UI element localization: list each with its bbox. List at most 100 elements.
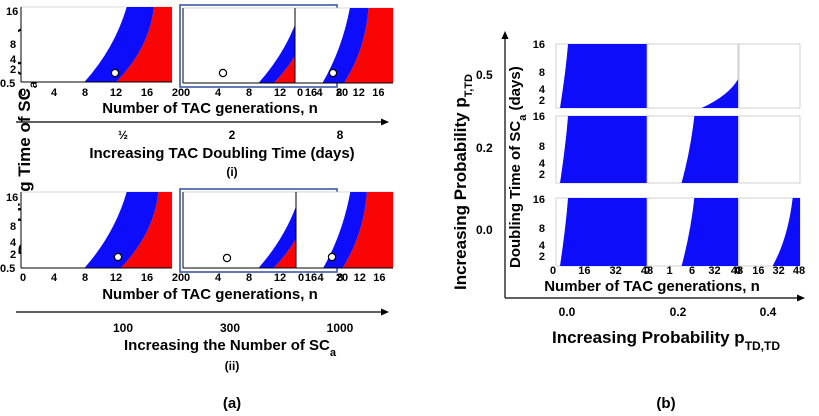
blue-region — [772, 198, 800, 266]
red-region — [116, 7, 172, 82]
panel-b-xlabel: Number of TAC generations, n — [544, 278, 760, 295]
row-ii-arrow-tick: 300 — [220, 321, 240, 335]
blue-region — [701, 79, 738, 108]
x-tick: 4 — [215, 272, 222, 284]
row-ii-xlabel: Number of TAC generations, n — [102, 286, 318, 303]
panel-a-caption: (a) — [223, 395, 241, 412]
y-tick: 4 — [539, 84, 546, 96]
panel-b-caption: (b) — [656, 395, 675, 412]
row-i-y-ticks: 16 8 4 2 0.5 — [0, 6, 18, 90]
blue-region — [84, 192, 159, 268]
x-tick: 48 — [641, 265, 653, 277]
y-tick: 2 — [539, 95, 545, 107]
row-value: 0.0 — [476, 223, 493, 237]
panel-b-x-arrow — [797, 294, 805, 302]
x-tick: 16 — [305, 272, 317, 284]
y-tick: 16 — [533, 194, 545, 206]
x-tick: 0 — [298, 272, 304, 284]
col-value: 0.4 — [760, 305, 777, 319]
x-tick: 0 — [297, 87, 303, 99]
marker-dot — [222, 253, 232, 263]
x-tick: 32 — [773, 265, 785, 277]
blue-region — [560, 116, 650, 183]
blue-region — [560, 44, 650, 108]
row-i-x-ticks: 0 4 8 12 16 20 0 4 8 12 16 200 4 8 12 16 — [20, 87, 385, 99]
red-region — [342, 192, 393, 268]
x-tick: 12 — [353, 87, 365, 99]
y-tick: 8 — [539, 141, 545, 153]
y-tick: 16 — [533, 111, 545, 123]
x-tick: 32 — [708, 265, 720, 277]
panel-a-row-i-plots — [20, 4, 394, 88]
row-ii-arrow-head — [381, 308, 389, 316]
x-tick: 16 — [305, 87, 317, 99]
panel-b-bottom-label: Increasing Probability pTD,TD — [552, 328, 780, 353]
y-tick: 8 — [10, 221, 16, 233]
row-i-arrow-head — [381, 118, 389, 126]
row-ii-x-ticks: 0 4 8 12 16 20 0 4 8 12 16 200 4 8 12 16 — [20, 272, 386, 284]
marker-dot — [327, 252, 337, 262]
marker-dot — [218, 68, 228, 78]
x-tick: 16 — [141, 87, 153, 99]
x-tick: 1 — [666, 265, 672, 277]
x-tick: 16 — [373, 272, 385, 284]
x-tick: 8 — [336, 87, 342, 99]
x-tick: 12 — [274, 87, 286, 99]
x-tick: 16 — [372, 87, 384, 99]
y-tick: 0.5 — [0, 263, 15, 275]
row-ii-roman: (ii) — [225, 359, 240, 373]
y-tick: 8 — [10, 39, 16, 51]
x-tick: 4 — [317, 87, 324, 99]
x-tick: 4 — [215, 87, 222, 99]
x-tick: 12 — [110, 272, 122, 284]
row-i-arrow-tick: 8 — [337, 128, 344, 142]
row-value: 0.5 — [476, 68, 493, 82]
y-tick: 16 — [533, 39, 545, 51]
x-tick: 0 — [20, 272, 26, 284]
red-region — [120, 192, 172, 268]
row-i-arrow-tick: 2 — [229, 128, 236, 142]
x-tick: 4 — [51, 272, 58, 284]
x-tick: 16 — [752, 265, 764, 277]
x-tick: 0 — [550, 265, 556, 277]
panel-a-row-ii-plots — [20, 188, 394, 273]
blue-region — [681, 198, 738, 266]
row-ii-y-ticks: 16 8 4 2 0.5 — [0, 192, 18, 275]
x-tick: 8 — [246, 272, 252, 284]
col-value: 0.2 — [670, 305, 687, 319]
y-tick: 2 — [539, 169, 545, 181]
blue-region — [560, 198, 650, 266]
blue-region — [84, 7, 154, 82]
blue-region — [323, 192, 367, 268]
x-tick: 0 — [184, 87, 190, 99]
x-tick: 20 — [172, 272, 184, 284]
x-tick: 20 — [336, 272, 348, 284]
y-tick: 4 — [10, 237, 17, 249]
col-value: 0.0 — [559, 305, 576, 319]
red-region — [344, 8, 393, 83]
marker-dot — [113, 252, 123, 262]
x-tick: 8 — [246, 87, 252, 99]
row-i-arrow-tick: ½ — [118, 128, 128, 142]
y-tick: 4 — [10, 54, 17, 66]
x-tick: 4 — [51, 87, 58, 99]
x-tick: 48 — [731, 265, 743, 277]
row-i-xlabel: Number of TAC generations, n — [102, 100, 318, 117]
row-i-roman: (i) — [226, 165, 237, 179]
x-tick: 12 — [354, 272, 366, 284]
x-tick: 12 — [110, 87, 122, 99]
x-tick: 48 — [793, 265, 805, 277]
row-i-arrow-label: Increasing TAC Doubling Time (days) — [89, 145, 354, 162]
y-tick: 8 — [539, 67, 545, 79]
x-tick: 0 — [644, 265, 650, 277]
y-tick: 8 — [539, 223, 545, 235]
x-tick: 16 — [578, 265, 590, 277]
x-tick: 20 — [336, 87, 348, 99]
panel-b-y-arrow — [501, 31, 509, 39]
x-tick: 12 — [274, 272, 286, 284]
y-tick: 0.5 — [0, 78, 15, 90]
y-tick: 4 — [539, 158, 546, 170]
x-tick: 4 — [318, 272, 325, 284]
